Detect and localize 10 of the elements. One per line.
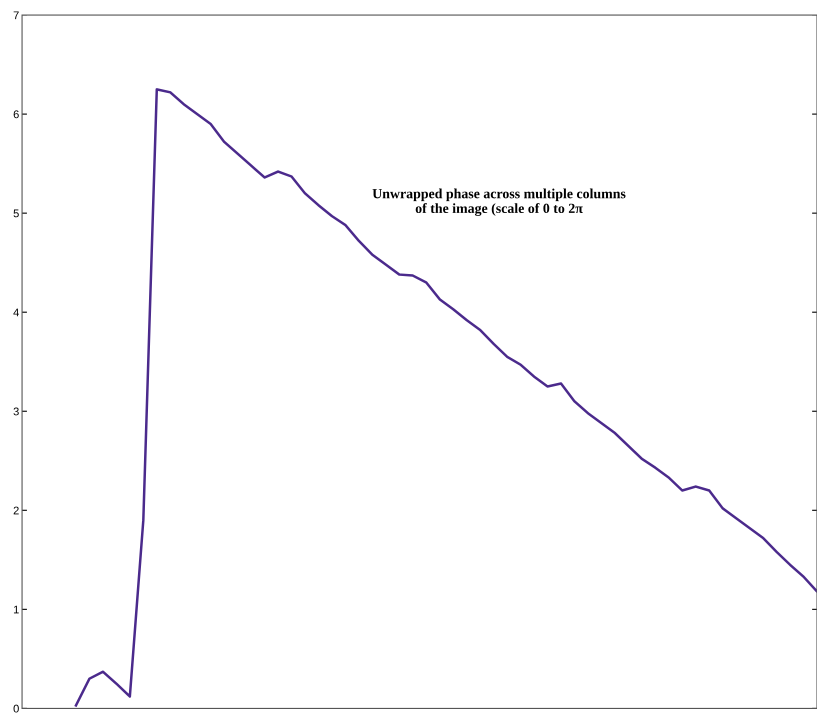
annotation: Unwrapped phase across multiple columns of the image (scale of 0 to 2π — [372, 188, 626, 216]
y-tick-label: 4 — [13, 308, 19, 316]
y-tick-label: 7 — [14, 11, 19, 20]
line-series — [74, 88, 817, 707]
y-tick-label: 3 — [14, 408, 19, 416]
y-tick-label: 0 — [14, 704, 19, 713]
y-tick-label: 6 — [14, 110, 19, 118]
y-tick-label: 5 — [14, 210, 19, 218]
y-tick-label: 1 — [14, 606, 19, 614]
y-tick-label: 2 — [14, 506, 19, 514]
